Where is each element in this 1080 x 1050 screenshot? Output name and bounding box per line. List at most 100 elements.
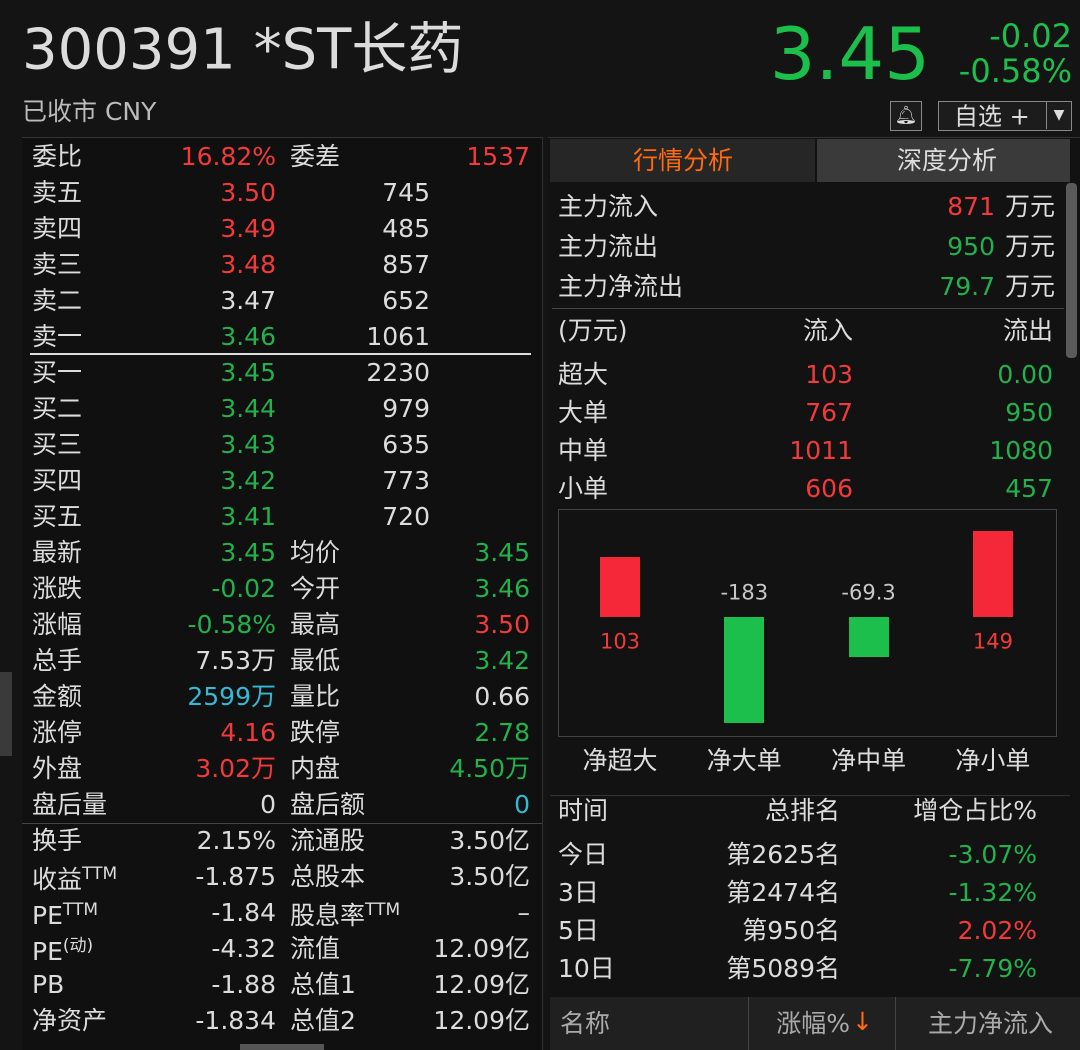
level-volume: 745	[382, 178, 430, 207]
period: 5日	[558, 916, 599, 945]
level-label: 卖三	[32, 250, 83, 279]
stat-label: 总值1	[290, 970, 356, 999]
stat-label: 收益TTM	[32, 864, 118, 894]
tab[interactable]: 行情分析	[632, 146, 734, 175]
column-header[interactable]: 涨幅%	[776, 1009, 850, 1038]
chart-frame	[558, 509, 1057, 737]
stat-label: 涨停	[32, 718, 83, 747]
stat-value: 0.66	[474, 682, 530, 711]
stat-label: 金额	[32, 682, 83, 711]
flow-value: 871	[947, 192, 995, 221]
label: 委比	[32, 142, 83, 171]
tab[interactable]: 深度分析	[896, 146, 998, 175]
left-panel	[22, 137, 543, 1050]
level-price: 3.45	[220, 358, 276, 387]
share: -7.79%	[948, 954, 1037, 983]
bar	[972, 530, 1013, 617]
outflow: 950	[1005, 398, 1053, 427]
stat-value: 12.09亿	[433, 1006, 530, 1035]
row-label: 大单	[558, 398, 609, 427]
level-price: 3.46	[220, 322, 276, 351]
stat-value: 4.50万	[449, 754, 530, 783]
tab-inactive[interactable]	[817, 139, 1070, 182]
stat-label: 外盘	[32, 754, 83, 783]
column-header[interactable]: 主力净流入	[927, 1009, 1053, 1038]
bell-button[interactable]: 🔔︎	[890, 101, 922, 131]
divider	[748, 997, 749, 1050]
last-price: 3.45	[769, 11, 930, 96]
stat-label: PETTM	[32, 900, 99, 930]
side-handle[interactable]	[0, 672, 12, 756]
stat-value: 2599万	[187, 682, 276, 711]
dropdown-toggle[interactable]: ▼	[1046, 101, 1071, 129]
divider	[22, 823, 542, 824]
list-header	[550, 997, 1080, 1050]
flow-label: 主力流入	[558, 192, 659, 221]
stat-label: 今开	[290, 574, 341, 603]
inflow: 103	[805, 360, 853, 389]
watchlist-button[interactable]	[938, 101, 1072, 131]
level-volume: 720	[382, 502, 430, 531]
tab-active[interactable]	[550, 139, 815, 182]
row-label: 中单	[558, 436, 609, 465]
level-price: 3.48	[220, 250, 276, 279]
stat-label: 流值	[290, 934, 341, 963]
bottom-scroll	[240, 1044, 324, 1050]
level-volume: 652	[382, 286, 430, 315]
bar	[848, 617, 889, 658]
category-label: 净大单	[706, 746, 782, 775]
symbol: 300391 *ST长药	[22, 17, 464, 83]
level-label: 卖一	[32, 322, 83, 351]
stat-label: 涨幅	[32, 610, 83, 639]
stat-label: 盘后额	[290, 790, 366, 819]
superscript: TTM	[365, 900, 401, 920]
stat-value: 3.45	[474, 538, 530, 567]
divider	[895, 997, 896, 1050]
stat-value: -1.84	[211, 898, 276, 927]
level-price: 3.41	[220, 502, 276, 531]
stat-label: 盘后量	[32, 790, 108, 819]
level-label: 卖五	[32, 178, 83, 207]
stat-label: 最新	[32, 538, 83, 567]
flow-unit: 万元	[1005, 192, 1056, 221]
rank: 第2625名	[726, 840, 840, 869]
outflow: 457	[1005, 474, 1053, 503]
column-header: 增仓占比%	[913, 796, 1037, 825]
divider	[30, 353, 531, 355]
row-label: 小单	[558, 474, 609, 503]
watchlist-label[interactable]: 自选 +	[954, 102, 1030, 131]
stat-value: -1.834	[195, 1006, 276, 1035]
level-label: 卖二	[32, 286, 83, 315]
sort-arrow: ↓	[852, 1007, 873, 1036]
stat-value: 3.42	[474, 646, 530, 675]
outflow: 0.00	[997, 360, 1053, 389]
stat-value: 2.78	[474, 718, 530, 747]
stat-value: 0	[514, 790, 530, 819]
stat-label: 换手	[32, 826, 83, 855]
rank: 第5089名	[726, 954, 840, 983]
level-price: 3.49	[220, 214, 276, 243]
bar-label: -69.3	[841, 580, 896, 605]
stat-label: 均价	[290, 538, 341, 567]
flow-unit: 万元	[1005, 272, 1056, 301]
period: 10日	[558, 954, 615, 983]
level-price: 3.44	[220, 394, 276, 423]
stat-label: 跌停	[290, 718, 341, 747]
stat-value: 3.45	[220, 538, 276, 567]
level-volume: 773	[382, 466, 430, 495]
level-volume: 857	[382, 250, 430, 279]
stat-label: PE(动)	[32, 936, 94, 966]
stat-value: 3.02万	[195, 754, 276, 783]
stat-label: 最低	[290, 646, 341, 675]
value: 16.82%	[180, 142, 276, 171]
stat-value: 4.16	[220, 718, 276, 747]
superscript: TTM	[62, 900, 99, 920]
column-header: 流入	[802, 316, 853, 345]
stat-value: 12.09亿	[433, 970, 530, 999]
stat-value: 3.50亿	[449, 862, 530, 891]
bar-label: 149	[972, 629, 1013, 654]
column-header[interactable]: 名称	[560, 1009, 611, 1038]
stat-label: 股息率TTM	[290, 900, 401, 930]
stat-value: 3.50亿	[449, 826, 530, 855]
share: 2.02%	[957, 916, 1037, 945]
